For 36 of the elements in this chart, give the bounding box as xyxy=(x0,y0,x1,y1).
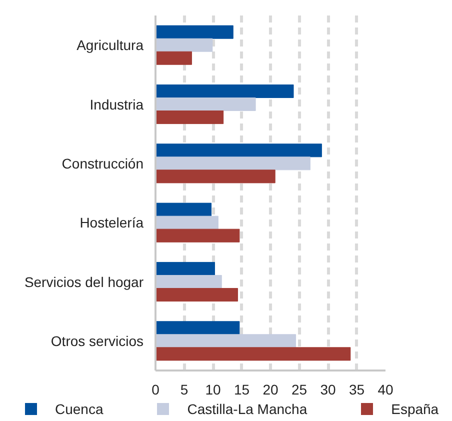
legend-label: Cuenca xyxy=(55,400,104,419)
bar xyxy=(156,274,222,289)
bar xyxy=(156,228,240,242)
x-tick-label: 25 xyxy=(291,382,308,398)
x-tick-label: 10 xyxy=(205,382,221,398)
bar xyxy=(156,84,294,98)
x-tick-label: 15 xyxy=(234,382,250,398)
x-tick-label: 5 xyxy=(180,382,188,398)
x-tick-label: 20 xyxy=(262,382,278,398)
y-tick-label: Construcción xyxy=(62,155,144,172)
legend-label: España xyxy=(391,400,439,419)
bar xyxy=(156,334,296,348)
bar xyxy=(156,97,256,112)
bar xyxy=(156,38,213,52)
bar xyxy=(156,216,218,230)
y-tick-label: Otros servicios xyxy=(50,332,144,349)
x-tick-label: 0 xyxy=(152,382,160,398)
x-tick-label: 30 xyxy=(320,382,336,398)
bar xyxy=(156,170,276,184)
bar xyxy=(156,156,310,170)
bar xyxy=(156,347,351,361)
bar xyxy=(156,262,215,276)
y-tick-label: Industria xyxy=(90,96,144,112)
y-tick-label: Agricultura xyxy=(76,37,144,54)
x-tick-label: 40 xyxy=(378,382,394,398)
bar xyxy=(156,51,192,65)
bar xyxy=(156,321,240,335)
bar xyxy=(156,144,322,158)
x-tick-label: 35 xyxy=(348,382,365,398)
bar xyxy=(156,25,234,39)
bar xyxy=(156,110,224,124)
legend-label: Castilla-La Mancha xyxy=(187,400,308,419)
y-tick-label: Servicios del hogar xyxy=(24,274,144,290)
bar xyxy=(156,288,238,302)
y-tick-label: Hostelería xyxy=(80,214,144,231)
bar xyxy=(156,202,212,216)
